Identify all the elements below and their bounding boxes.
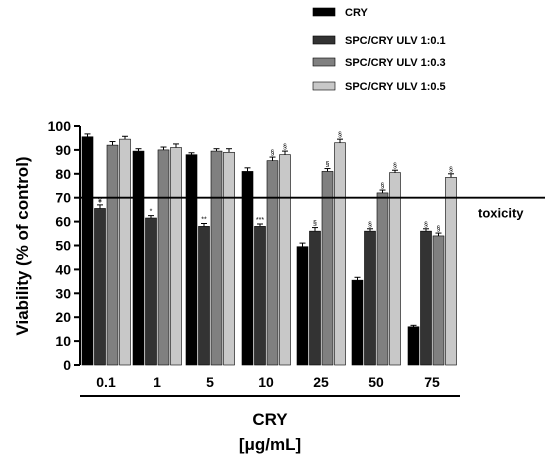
- significance-mark: §: [271, 150, 275, 157]
- x-axis-label-line1: CRY: [252, 410, 288, 429]
- significance-mark: §: [449, 167, 453, 174]
- significance-mark: §: [326, 162, 330, 169]
- bar-4-2: [321, 171, 334, 366]
- y-tick-label: 60: [55, 214, 71, 230]
- bar-6-2: [432, 235, 445, 366]
- bar-5-2: [376, 192, 389, 366]
- y-tick-label: 10: [55, 333, 71, 349]
- significance-mark: §: [393, 163, 397, 170]
- legend-swatch-0: [312, 7, 336, 17]
- y-axis-label: Viability (% of control): [13, 156, 32, 335]
- bar-0-0: [81, 136, 94, 366]
- x-tick-label: 75: [424, 374, 440, 390]
- y-tick-label: 90: [55, 142, 71, 158]
- significance-mark: §: [368, 222, 372, 229]
- x-tick-label: 1: [153, 374, 161, 390]
- significance-mark: §: [437, 226, 441, 233]
- legend-label-0: CRY: [345, 7, 368, 19]
- legend-swatch-1: [312, 35, 336, 45]
- bar-4-0: [296, 246, 309, 366]
- legend-label-1: SPC/CRY ULV 1:0.1: [345, 35, 446, 47]
- bar-1-1: [145, 217, 157, 366]
- x-tick-label: 0.1: [96, 374, 116, 390]
- y-tick-label: 100: [48, 118, 72, 134]
- significance-mark: ¥: [98, 198, 102, 205]
- x-tick-label: 25: [313, 374, 329, 390]
- bar-5-1: [364, 230, 376, 366]
- bar-6-3: [445, 177, 457, 366]
- significance-mark: §: [313, 221, 317, 228]
- legend-label-2: SPC/CRY ULV 1:0.3: [345, 57, 446, 69]
- y-tick-label: 50: [55, 238, 71, 254]
- bar-6-0: [407, 326, 420, 366]
- legend-swatch-3: [312, 81, 336, 91]
- x-tick-label: 50: [368, 374, 384, 390]
- bar-2-2: [210, 150, 223, 366]
- bar-2-1: [198, 226, 210, 366]
- bars-group: ¥*** ***§§§§§§§§§§§: [81, 132, 457, 366]
- x-tick-label: 5: [206, 374, 214, 390]
- bar-0-2: [106, 144, 119, 366]
- bar-5-0: [351, 279, 364, 366]
- bar-3-3: [279, 154, 291, 366]
- y-tick-label: 80: [55, 166, 71, 182]
- bar-2-0: [185, 154, 198, 366]
- bar-1-0: [132, 150, 145, 366]
- legend: CRY SPC/CRY ULV 1:0.1 SPC/CRY ULV 1:0.3 SPC…: [312, 7, 446, 93]
- bar-1-3: [170, 147, 182, 366]
- y-tick-label: 0: [63, 357, 71, 373]
- bar-3-2: [266, 160, 279, 366]
- significance-mark: **: [201, 217, 207, 224]
- bar-0-1: [94, 208, 106, 366]
- bar-0-3: [119, 138, 131, 366]
- axes-group: 0 10 20 30 40 50 60 70 80 90 100 0.1 1 5 10 25 50 75: [48, 118, 460, 397]
- bar-6-1: [420, 230, 432, 366]
- bar-1-2: [157, 149, 170, 366]
- significance-mark: §: [283, 144, 287, 151]
- legend-label-3: SPC/CRY ULV 1:0.5: [345, 81, 446, 93]
- y-tick-label: 20: [55, 309, 71, 325]
- significance-mark: *: [150, 209, 153, 216]
- bar-3-1: [254, 226, 266, 366]
- bar-5-3: [389, 172, 401, 366]
- significance-mark: §: [338, 132, 342, 139]
- legend-swatch-2: [312, 57, 336, 67]
- y-tick-label: 30: [55, 285, 71, 301]
- x-axis-label-line2: [μg/mL]: [239, 435, 301, 454]
- x-tick-label: 10: [258, 374, 274, 390]
- bar-4-3: [334, 142, 346, 366]
- bar-2-3: [223, 151, 235, 366]
- bar-3-0: [241, 171, 254, 366]
- y-tick-label: 70: [55, 190, 71, 206]
- significance-mark: §: [381, 183, 385, 190]
- bar-4-1: [309, 230, 321, 366]
- toxicity-label: toxicity: [478, 206, 524, 221]
- significance-mark: ***: [256, 217, 264, 224]
- significance-mark: §: [424, 222, 428, 229]
- y-tick-label: 40: [55, 261, 71, 277]
